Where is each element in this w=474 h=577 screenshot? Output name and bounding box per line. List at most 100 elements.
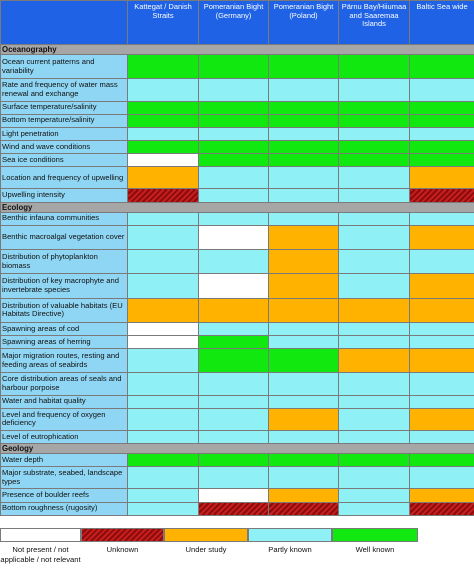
status-cell-well <box>198 139 269 155</box>
legend-label: Unknown <box>106 545 139 554</box>
table-row: Bottom roughness (rugosity) <box>0 501 474 517</box>
header-corner <box>0 0 128 45</box>
row-label: Upwelling intensity <box>0 188 128 203</box>
status-cell-partly <box>268 126 339 141</box>
status-cell-study <box>409 166 474 190</box>
table-row: Core distribution areas of seals and har… <box>0 372 474 396</box>
status-cell-study <box>409 297 474 323</box>
status-cell-partly <box>127 224 199 251</box>
row-label: Surface temperature/salinity <box>0 100 128 115</box>
status-cell-well <box>198 334 269 350</box>
row-label: Rate and frequency of water mass renewal… <box>0 78 128 102</box>
row-label: Major substrate, seabed, landscape types <box>0 466 128 490</box>
status-cell-partly <box>409 78 474 102</box>
status-cell-partly <box>338 126 410 141</box>
table-row: Benthic infauna communities <box>0 211 474 226</box>
status-cell-well <box>198 153 269 168</box>
status-cell-partly <box>268 188 339 203</box>
status-cell-np <box>198 488 269 503</box>
status-cell-partly <box>127 501 199 517</box>
status-cell-partly <box>409 372 474 396</box>
status-cell-study <box>268 249 339 275</box>
legend-label: Not present / not applicable / not relev… <box>0 545 81 564</box>
status-cell-partly <box>338 429 410 445</box>
status-cell-partly <box>198 372 269 396</box>
status-cell-well <box>409 100 474 115</box>
status-cell-study <box>268 488 339 503</box>
row-label: Level of eutrophication <box>0 429 128 445</box>
table-row: Major substrate, seabed, landscape types <box>0 466 474 490</box>
status-cell-partly <box>268 429 339 445</box>
status-cell-unknown <box>127 188 199 203</box>
column-header-pomeranian-poland: Pomeranian Bight (Poland) <box>268 0 339 45</box>
status-cell-partly <box>338 334 410 350</box>
legend-item-np: Not present / not applicable / not relev… <box>0 528 81 577</box>
status-cell-partly <box>268 334 339 350</box>
status-cell-partly <box>409 321 474 336</box>
status-cell-well <box>198 348 269 374</box>
row-label: Benthic infauna communities <box>0 211 128 226</box>
status-cell-partly <box>338 466 410 490</box>
legend-swatch-unknown <box>81 528 164 542</box>
row-label: Bottom temperature/salinity <box>0 113 128 128</box>
status-cell-well <box>338 54 410 80</box>
row-label: Water depth <box>0 453 128 468</box>
table-row: Distribution of valuable habitats (EU Ha… <box>0 297 474 323</box>
status-cell-partly <box>338 188 410 203</box>
table-row: Location and frequency of upwelling <box>0 166 474 190</box>
status-cell-study <box>268 407 339 431</box>
legend-label: Partly known <box>268 545 312 554</box>
status-cell-study <box>127 297 199 323</box>
status-cell-partly <box>198 78 269 102</box>
row-label: Major migration routes, resting and feed… <box>0 348 128 374</box>
status-cell-study <box>409 224 474 251</box>
status-cell-partly <box>409 211 474 226</box>
row-label: Spawning areas of herring <box>0 334 128 350</box>
status-cell-partly <box>409 429 474 445</box>
legend-item-unknown: Unknown <box>81 528 164 577</box>
status-cell-partly <box>338 224 410 251</box>
status-cell-partly <box>127 249 199 275</box>
legend-label: Well known <box>355 545 395 554</box>
status-cell-partly <box>338 273 410 299</box>
status-cell-study <box>409 407 474 431</box>
status-cell-well <box>268 453 339 468</box>
row-label: Ocean current patterns and variability <box>0 54 128 80</box>
status-cell-partly <box>127 429 199 445</box>
row-label: Presence of boulder reefs <box>0 488 128 503</box>
header-row: Kattegat / Danish Straits Pomeranian Big… <box>0 0 474 45</box>
status-cell-well <box>338 153 410 168</box>
status-cell-partly <box>268 166 339 190</box>
status-cell-well <box>268 113 339 128</box>
section-row: Oceanography <box>0 43 474 56</box>
status-cell-partly <box>338 78 410 102</box>
status-cell-well <box>338 100 410 115</box>
status-cell-unknown <box>409 501 474 517</box>
status-cell-well <box>198 54 269 80</box>
status-cell-partly <box>409 126 474 141</box>
status-cell-partly <box>338 372 410 396</box>
table-body: Oceanography Ocean current patterns and v… <box>0 43 474 517</box>
legend-swatch-partly <box>248 528 332 542</box>
status-cell-partly <box>268 394 339 409</box>
status-cell-partly <box>338 166 410 190</box>
status-cell-study <box>409 273 474 299</box>
status-cell-np <box>127 334 199 350</box>
table-row: Spawning areas of herring <box>0 334 474 350</box>
row-label: Sea ice conditions <box>0 153 128 168</box>
status-cell-partly <box>198 188 269 203</box>
status-cell-partly <box>198 429 269 445</box>
status-cell-partly <box>268 78 339 102</box>
status-cell-partly <box>127 488 199 503</box>
row-label: Light penetration <box>0 126 128 141</box>
status-cell-partly <box>338 488 410 503</box>
status-cell-study <box>198 297 269 323</box>
status-cell-well <box>268 153 339 168</box>
status-cell-study <box>338 297 410 323</box>
status-cell-partly <box>338 501 410 517</box>
table-row: Level and frequency of oxygen deficiency <box>0 407 474 431</box>
column-header-kattegat: Kattegat / Danish Straits <box>127 0 199 45</box>
legend-label: Under study <box>185 545 227 554</box>
status-cell-well <box>409 153 474 168</box>
